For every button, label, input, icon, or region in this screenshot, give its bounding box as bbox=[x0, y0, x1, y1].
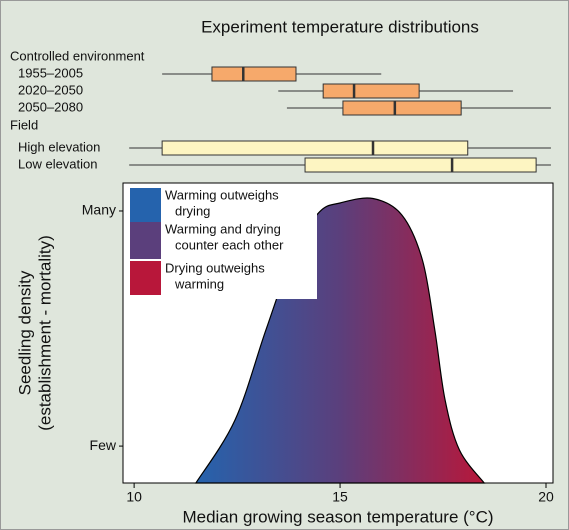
box bbox=[304, 157, 537, 173]
legend-label: drying bbox=[175, 203, 210, 218]
chart-title: Experiment temperature distributions bbox=[201, 17, 479, 36]
x-tick-label: 20 bbox=[538, 489, 554, 505]
y-tick-label: Few bbox=[90, 437, 117, 453]
group-label: Controlled environment bbox=[10, 48, 145, 63]
legend-label: Warming and drying bbox=[165, 221, 281, 236]
row-label: Low elevation bbox=[18, 156, 98, 171]
x-tick-label: 10 bbox=[126, 489, 142, 505]
legend-label: counter each other bbox=[175, 237, 284, 252]
density-area bbox=[194, 197, 486, 484]
box bbox=[342, 100, 462, 116]
legend-swatch bbox=[130, 261, 161, 295]
legend-swatch bbox=[130, 188, 161, 222]
y-tick-label: Many bbox=[82, 202, 116, 218]
y-axis-title: (establishment - mortality) bbox=[35, 235, 54, 431]
legend-label: warming bbox=[174, 276, 224, 291]
box bbox=[161, 140, 469, 156]
legend-label: Warming outweighs bbox=[165, 187, 279, 202]
group-label: Field bbox=[10, 117, 38, 132]
box bbox=[322, 83, 420, 99]
legend-swatch bbox=[130, 222, 161, 259]
x-axis-title: Median growing season temperature (°C) bbox=[182, 507, 493, 526]
legend-label: Drying outweighs bbox=[165, 260, 265, 275]
x-tick-label: 15 bbox=[332, 489, 348, 505]
row-label: 2020–2050 bbox=[18, 82, 83, 97]
y-axis-title: Seedling density bbox=[15, 270, 34, 395]
row-label: 1955–2005 bbox=[18, 65, 83, 80]
row-label: High elevation bbox=[18, 139, 100, 154]
row-label: 2050–2080 bbox=[18, 99, 83, 114]
box bbox=[211, 66, 297, 82]
